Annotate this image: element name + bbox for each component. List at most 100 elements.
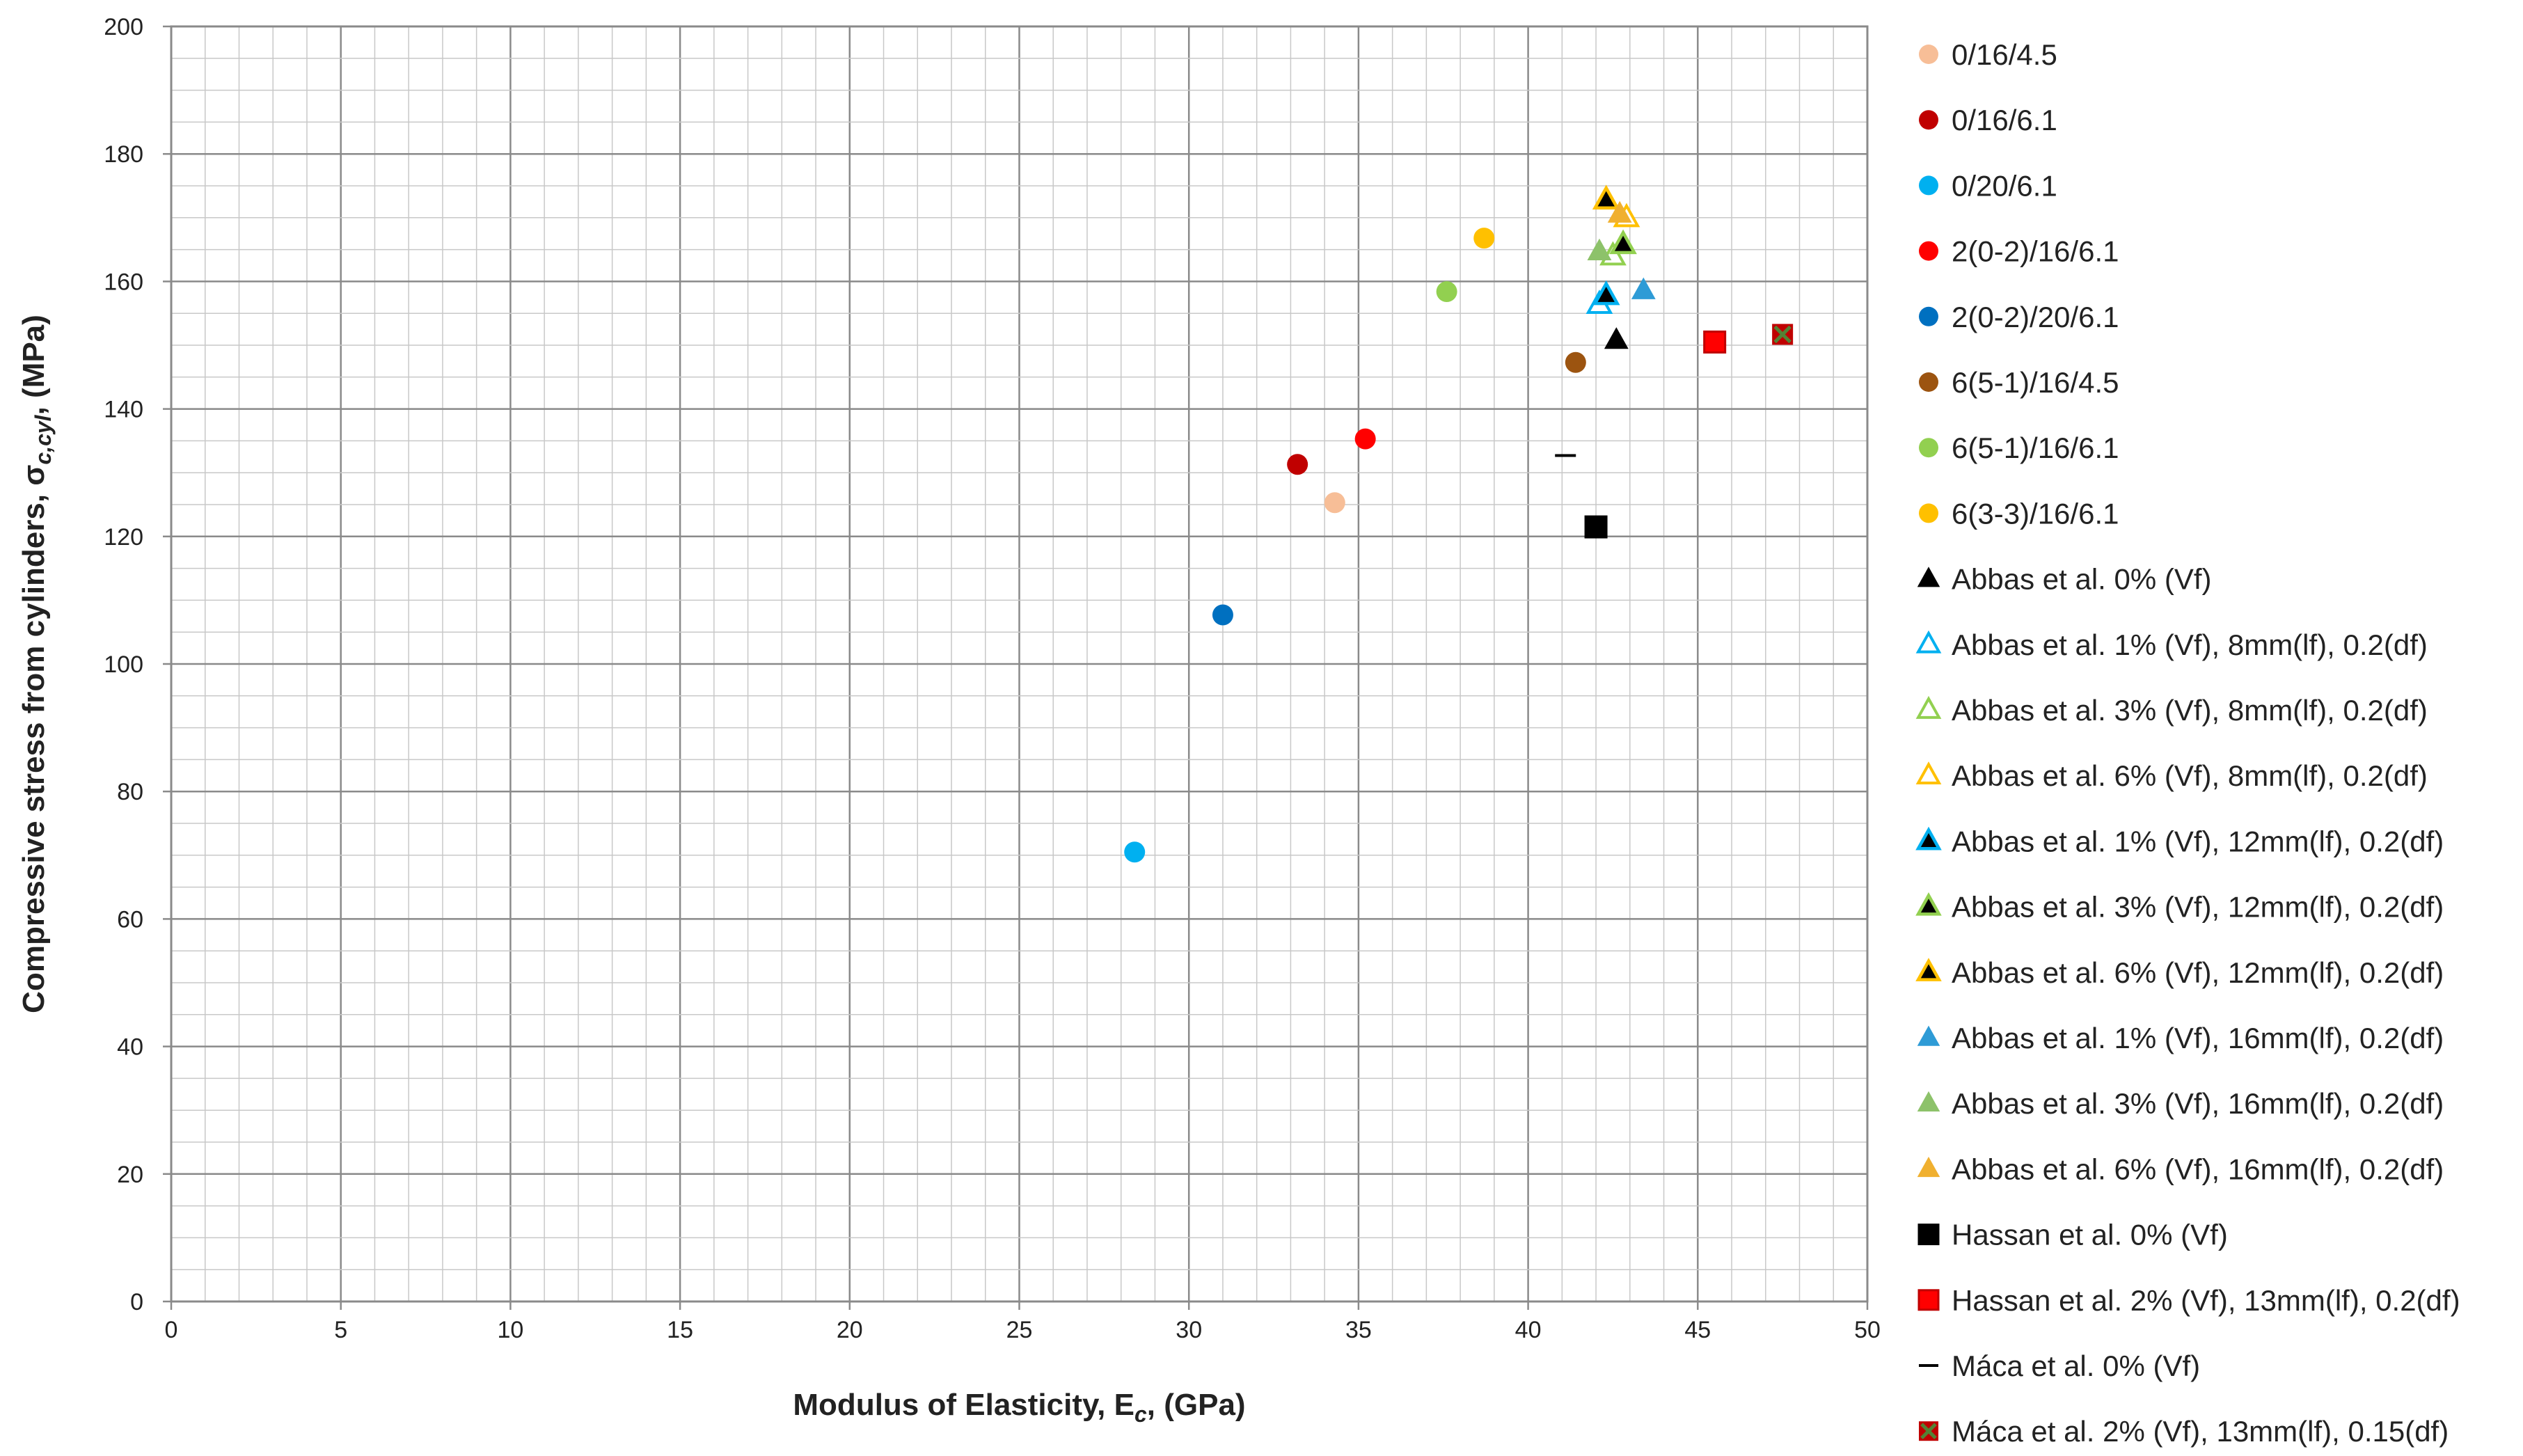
data-point [1287,454,1308,475]
data-point [1584,515,1608,539]
y-axis-title: Compressive stress from cylinders, σc,cy… [17,315,56,1013]
legend-item: 0/16/4.5 [1919,38,2057,71]
x-axis-title-main: Modulus of Elasticity, E [793,1388,1134,1422]
legend-item: Abbas et al. 1% (Vf), 12mm(lf), 0.2(df) [1915,825,2444,857]
y-tick-label: 20 [117,1162,143,1188]
legend-marker [1917,1157,1940,1178]
legend-marker [1917,1091,1940,1111]
legend: 0/16/4.5 0/16/6.1 0/20/6.1 2(0-2)/16/6.1 2(0… [1915,38,2460,1448]
data-point [1565,351,1586,373]
y-tick-label: 180 [104,141,143,168]
y-tick-label: 100 [104,651,143,678]
legend-item: Abbas et al. 6% (Vf), 12mm(lf), 0.2(df) [1915,956,2444,989]
x-tick-label: 25 [1006,1317,1033,1343]
x-axis-title-sub: c [1134,1402,1147,1427]
legend-item: Hassan et al. 2% (Vf), 13mm(lf), 0.2(df) [1917,1284,2460,1317]
y-tick-labels: 0 20 40 60 80 100 120 140 160 180 200 [104,14,171,1315]
data-point [1354,428,1376,450]
legend-marker [1919,45,1938,64]
data-point [1124,841,1146,863]
legend-item: Abbas et al. 6% (Vf), 16mm(lf), 0.2(df) [1917,1153,2444,1185]
x-tick-label: 35 [1345,1317,1372,1343]
legend-item: Abbas et al. 3% (Vf), 16mm(lf), 0.2(df) [1917,1087,2444,1120]
x-tick-labels: 0 5 10 15 20 25 30 35 40 45 50 [165,1301,1881,1343]
legend-label: Abbas et al. 6% (Vf), 16mm(lf), 0.2(df) [1952,1153,2444,1185]
y-axis-title-sub: c,cyl [31,414,56,464]
legend-label: 6(3-3)/16/6.1 [1952,497,2119,530]
legend-marker [1919,241,1938,261]
legend-item: 2(0-2)/20/6.1 [1919,301,2119,333]
data-point [1772,324,1794,345]
legend-label: 2(0-2)/16/6.1 [1952,235,2119,268]
x-tick-label: 0 [165,1317,178,1343]
data-point [1609,229,1637,255]
legend-item: Máca et al. 0% (Vf) [1919,1350,2200,1382]
x-tick-label: 20 [837,1317,863,1343]
x-tick-label: 50 [1854,1317,1881,1343]
legend-label: Hassan et al. 0% (Vf) [1952,1219,2228,1251]
legend-label: Abbas et al. 6% (Vf), 8mm(lf), 0.2(df) [1952,759,2428,792]
y-tick-label: 40 [117,1034,143,1061]
legend-label: Abbas et al. 3% (Vf), 8mm(lf), 0.2(df) [1952,694,2428,727]
data-point [1212,604,1233,626]
legend-label: Abbas et al. 3% (Vf), 16mm(lf), 0.2(df) [1952,1087,2444,1120]
legend-label: Abbas et al. 0% (Vf) [1952,563,2212,596]
data-points [1124,184,1794,863]
x-tick-label: 45 [1684,1317,1711,1343]
legend-label: 6(5-1)/16/4.5 [1952,366,2119,399]
legend-item: 0/16/6.1 [1919,104,2057,136]
legend-label: 0/20/6.1 [1952,169,2057,202]
legend-marker [1915,958,1942,981]
legend-item: 6(5-1)/16/6.1 [1919,432,2119,464]
x-tick-label: 10 [497,1317,523,1343]
legend-item: 2(0-2)/16/6.1 [1919,235,2119,268]
data-point [1592,184,1620,209]
data-point [1324,492,1345,514]
legend-label: Abbas et al. 3% (Vf), 12mm(lf), 0.2(df) [1952,891,2444,924]
legend-label: Abbas et al. 1% (Vf), 16mm(lf), 0.2(df) [1952,1022,2444,1054]
legend-marker [1919,110,1938,130]
legend-item: Abbas et al. 1% (Vf), 8mm(lf), 0.2(df) [1915,628,2428,661]
data-point [1436,281,1457,303]
legend-marker [1915,761,1942,785]
legend-label: Abbas et al. 1% (Vf), 8mm(lf), 0.2(df) [1952,628,2428,661]
legend-item: Abbas et al. 3% (Vf), 12mm(lf), 0.2(df) [1915,891,2444,924]
legend-item: Hassan et al. 0% (Vf) [1917,1219,2228,1251]
y-tick-label: 60 [117,906,143,933]
data-point [1631,277,1656,299]
legend-marker [1919,306,1938,326]
legend-marker [1915,892,1942,916]
legend-marker [1919,175,1938,196]
data-point [1604,327,1629,349]
x-tick-label: 5 [334,1317,347,1343]
legend-label: 6(5-1)/16/6.1 [1952,432,2119,464]
legend-marker [1917,1224,1940,1246]
legend-marker [1919,1421,1938,1441]
data-point [1592,280,1620,306]
data-point [1703,330,1727,354]
data-point [1607,200,1632,223]
legend-marker [1915,630,1942,654]
legend-item: Máca et al. 2% (Vf), 13mm(lf), 0.15(df) [1919,1415,2449,1448]
legend-marker [1917,567,1940,587]
y-tick-label: 80 [117,779,143,805]
legend-item: Abbas et al. 6% (Vf), 8mm(lf), 0.2(df) [1915,759,2428,792]
grid-lines [170,25,1869,1303]
y-tick-label: 0 [130,1289,143,1315]
legend-label: Máca et al. 0% (Vf) [1952,1350,2200,1382]
x-tick-label: 30 [1176,1317,1202,1343]
x-axis-title: Modulus of Elasticity, Ec, (GPa) [793,1388,1245,1427]
legend-label: 0/16/4.5 [1952,38,2057,71]
data-point [1587,238,1612,260]
legend-marker [1917,1025,1940,1046]
y-tick-label: 140 [104,397,143,423]
legend-item: Abbas et al. 0% (Vf) [1917,563,2212,596]
legend-item: Abbas et al. 3% (Vf), 8mm(lf), 0.2(df) [1915,694,2428,727]
legend-item: 6(5-1)/16/4.5 [1919,366,2119,399]
legend-marker [1919,372,1938,392]
legend-marker [1917,1289,1940,1311]
legend-label: Hassan et al. 2% (Vf), 13mm(lf), 0.2(df) [1952,1284,2460,1317]
legend-marker [1919,438,1938,458]
legend-marker [1915,695,1942,719]
